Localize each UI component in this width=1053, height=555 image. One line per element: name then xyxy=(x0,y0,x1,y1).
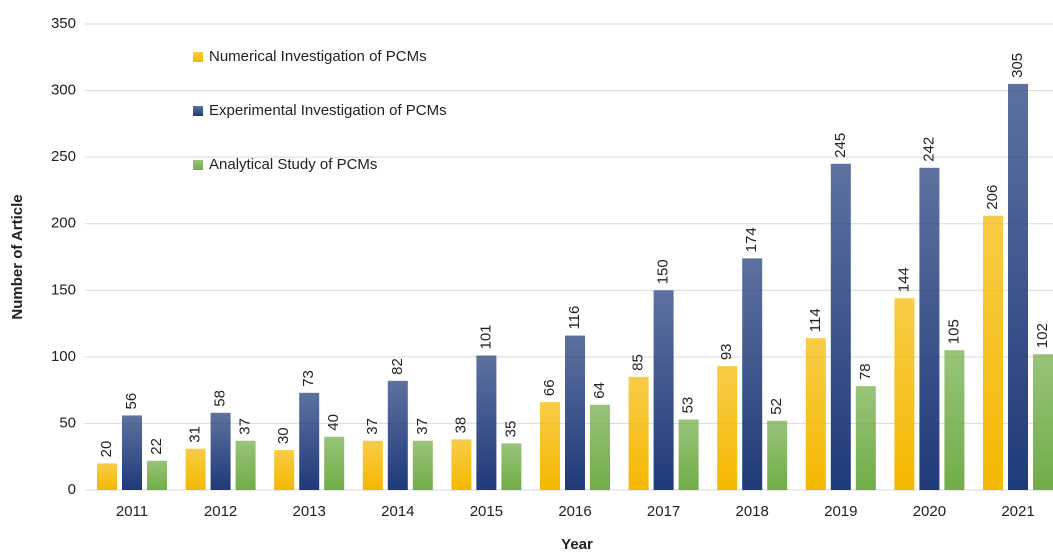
x-tick-label: 2021 xyxy=(1001,503,1034,520)
x-tick-label: 2017 xyxy=(647,503,680,520)
legend-swatch xyxy=(193,106,203,116)
x-tick-label: 2013 xyxy=(293,503,326,520)
value-label: 37 xyxy=(237,418,254,435)
x-tick-label: 2015 xyxy=(470,503,503,520)
bar xyxy=(805,338,826,490)
x-tick-label: 2016 xyxy=(558,503,591,520)
y-tick-label: 0 xyxy=(68,481,76,498)
value-label: 37 xyxy=(364,418,381,435)
x-tick-label: 2011 xyxy=(116,503,148,520)
bar xyxy=(476,355,497,490)
bar xyxy=(451,439,472,490)
value-label: 102 xyxy=(1034,323,1051,348)
value-label: 82 xyxy=(389,358,406,375)
value-label: 105 xyxy=(945,319,962,344)
value-label: 93 xyxy=(718,343,735,360)
value-label: 245 xyxy=(832,133,849,158)
bar xyxy=(387,380,408,490)
value-label: 174 xyxy=(743,227,760,252)
y-axis-title: Number of Article xyxy=(9,194,26,319)
value-label: 114 xyxy=(807,308,824,332)
value-label: 64 xyxy=(591,382,608,399)
value-label: 242 xyxy=(920,137,937,162)
bar xyxy=(362,440,383,490)
value-label: 150 xyxy=(655,259,672,284)
value-label: 53 xyxy=(680,397,697,414)
legend-label: Experimental Investigation of PCMs xyxy=(209,102,447,119)
value-label: 58 xyxy=(212,390,229,407)
legend-label: Analytical Study of PCMs xyxy=(209,156,377,173)
x-tick-label: 2012 xyxy=(204,503,237,520)
x-tick-label: 2020 xyxy=(913,503,946,520)
value-label: 35 xyxy=(502,421,519,438)
bar xyxy=(324,436,345,490)
bar xyxy=(628,376,649,490)
bar xyxy=(412,440,433,490)
bar xyxy=(185,448,206,490)
bar xyxy=(274,450,295,490)
y-tick-label: 100 xyxy=(51,348,76,365)
y-tick-label: 250 xyxy=(51,148,76,165)
value-label: 116 xyxy=(566,306,583,330)
bar xyxy=(894,298,915,490)
bar xyxy=(944,350,965,490)
legend-label: Numerical Investigation of PCMs xyxy=(209,48,427,65)
bar xyxy=(122,415,142,490)
bar xyxy=(830,163,851,491)
legend-swatch xyxy=(193,52,203,62)
y-tick-label: 300 xyxy=(51,82,76,99)
value-label: 78 xyxy=(857,363,874,380)
bar xyxy=(717,366,738,490)
bar xyxy=(97,463,117,490)
value-label: 38 xyxy=(452,417,469,434)
bar xyxy=(653,290,674,490)
value-label: 30 xyxy=(275,427,292,444)
value-label: 31 xyxy=(187,426,204,443)
bar xyxy=(147,460,167,490)
legend-swatch xyxy=(193,160,203,170)
x-tick-label: 2018 xyxy=(736,503,769,520)
x-axis-title: Year xyxy=(561,536,593,553)
value-label: 52 xyxy=(768,398,785,415)
value-label: 66 xyxy=(541,379,558,396)
value-label: 22 xyxy=(148,438,165,455)
bar xyxy=(299,392,320,490)
bar xyxy=(1008,83,1028,491)
bar xyxy=(565,335,585,490)
value-label: 37 xyxy=(414,418,431,435)
bar xyxy=(235,440,256,490)
x-tick-label: 2014 xyxy=(381,503,414,520)
value-label: 73 xyxy=(300,370,317,387)
bar xyxy=(590,404,610,490)
value-label: 40 xyxy=(325,414,342,431)
value-label: 305 xyxy=(1009,53,1026,78)
value-label: 20 xyxy=(98,441,115,458)
bar xyxy=(1033,354,1053,490)
x-tick-label: 2019 xyxy=(824,503,857,520)
y-tick-label: 200 xyxy=(51,215,76,232)
bar xyxy=(678,419,699,490)
bar xyxy=(210,412,231,490)
bar xyxy=(767,420,788,490)
bar xyxy=(540,402,560,490)
value-label: 56 xyxy=(123,393,140,410)
bar xyxy=(501,443,522,490)
bar xyxy=(742,258,763,490)
bar xyxy=(855,386,876,490)
bar xyxy=(919,167,940,490)
value-label: 101 xyxy=(477,324,494,349)
y-tick-label: 50 xyxy=(59,414,76,431)
y-tick-label: 150 xyxy=(51,281,76,298)
value-label: 85 xyxy=(630,354,647,371)
y-tick-label: 350 xyxy=(51,15,76,32)
value-label: 206 xyxy=(984,185,1001,210)
value-label: 144 xyxy=(895,267,912,292)
bar xyxy=(983,215,1003,490)
